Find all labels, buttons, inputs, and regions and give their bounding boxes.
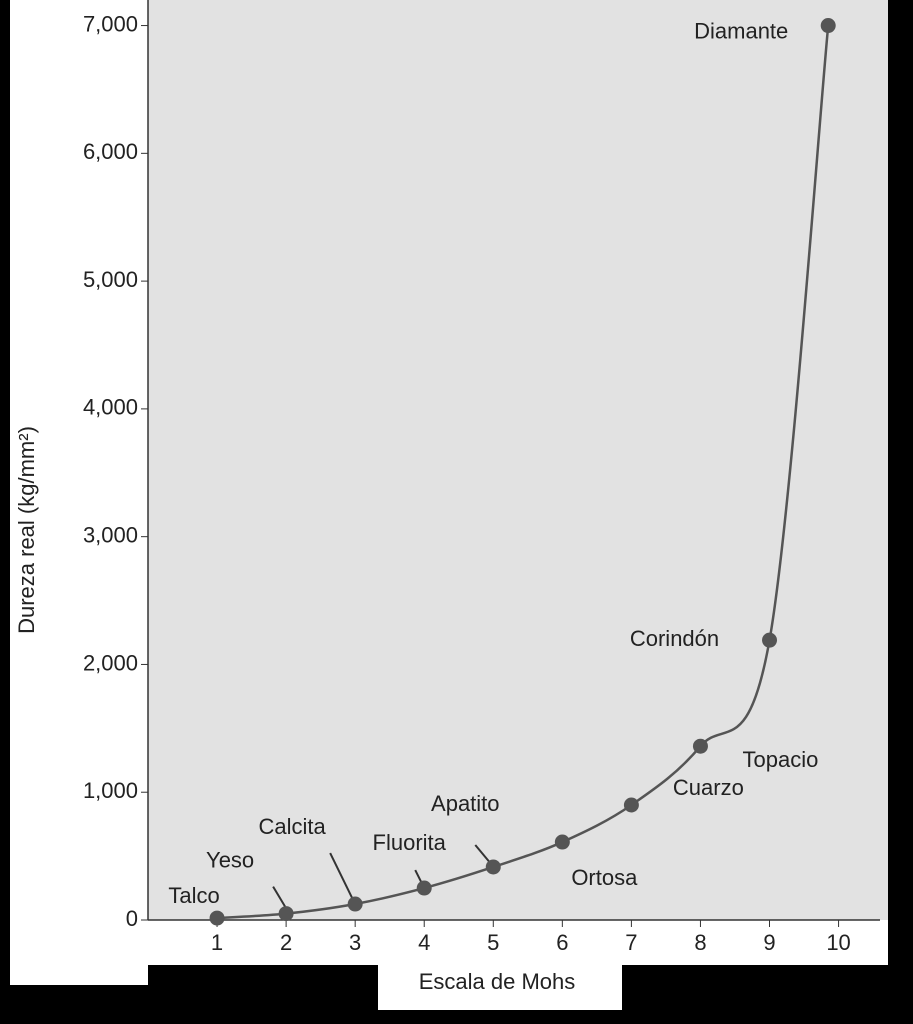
- x-tick-label: 5: [487, 930, 499, 955]
- point: [209, 910, 225, 926]
- point: [554, 834, 570, 850]
- x-tick-label: 8: [694, 930, 706, 955]
- bottom-panel: [148, 920, 888, 965]
- y-tick-label: 0: [126, 906, 138, 931]
- x-tick-label: 4: [418, 930, 430, 955]
- y-tick-label: 5,000: [83, 267, 138, 292]
- point: [623, 797, 639, 813]
- point-label: Apatito: [431, 791, 500, 816]
- point: [347, 896, 363, 912]
- left-panel: [10, 0, 148, 985]
- point-label: Talco: [168, 883, 219, 908]
- leader-line: [329, 852, 354, 899]
- y-tick-label: 4,000: [83, 395, 138, 420]
- x-tick-label: 10: [826, 930, 850, 955]
- point: [692, 738, 708, 754]
- y-tick-label: 7,000: [83, 11, 138, 36]
- point-label: Fluorita: [373, 830, 447, 855]
- y-tick-label: 1,000: [83, 778, 138, 803]
- point-label: Corindón: [630, 626, 719, 651]
- point: [485, 859, 501, 875]
- y-tick-label: 6,000: [83, 139, 138, 164]
- y-axis-label: Dureza real (kg/mm²): [14, 426, 39, 634]
- x-tick-label: 7: [625, 930, 637, 955]
- point-label: Calcita: [259, 814, 327, 839]
- x-tick-label: 6: [556, 930, 568, 955]
- x-label-box: [378, 960, 622, 1010]
- point-label: Cuarzo: [673, 775, 744, 800]
- point: [820, 18, 836, 34]
- point-label: Diamante: [694, 18, 788, 43]
- y-tick-label: 2,000: [83, 650, 138, 675]
- x-tick-label: 3: [349, 930, 361, 955]
- point-label: Ortosa: [571, 865, 638, 890]
- plot-area: [148, 0, 888, 920]
- x-tick-label: 1: [211, 930, 223, 955]
- point: [278, 906, 294, 922]
- point-label: Topacio: [743, 747, 819, 772]
- leader-line: [474, 844, 492, 864]
- leader-line: [272, 886, 286, 908]
- x-axis-label: Escala de Mohs: [419, 969, 576, 994]
- x-tick-label: 2: [280, 930, 292, 955]
- y-tick-label: 3,000: [83, 522, 138, 547]
- point-label: Yeso: [206, 847, 254, 872]
- x-tick-label: 9: [763, 930, 775, 955]
- point: [416, 880, 432, 896]
- point: [762, 632, 778, 648]
